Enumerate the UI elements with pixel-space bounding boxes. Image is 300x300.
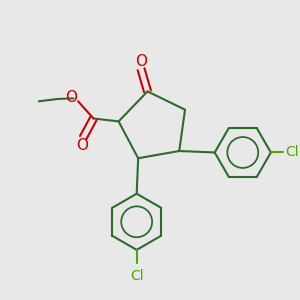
Text: O: O — [65, 90, 77, 105]
Text: Cl: Cl — [285, 146, 298, 160]
Text: O: O — [135, 54, 147, 69]
Text: Cl: Cl — [130, 269, 143, 283]
Text: O: O — [76, 138, 88, 153]
